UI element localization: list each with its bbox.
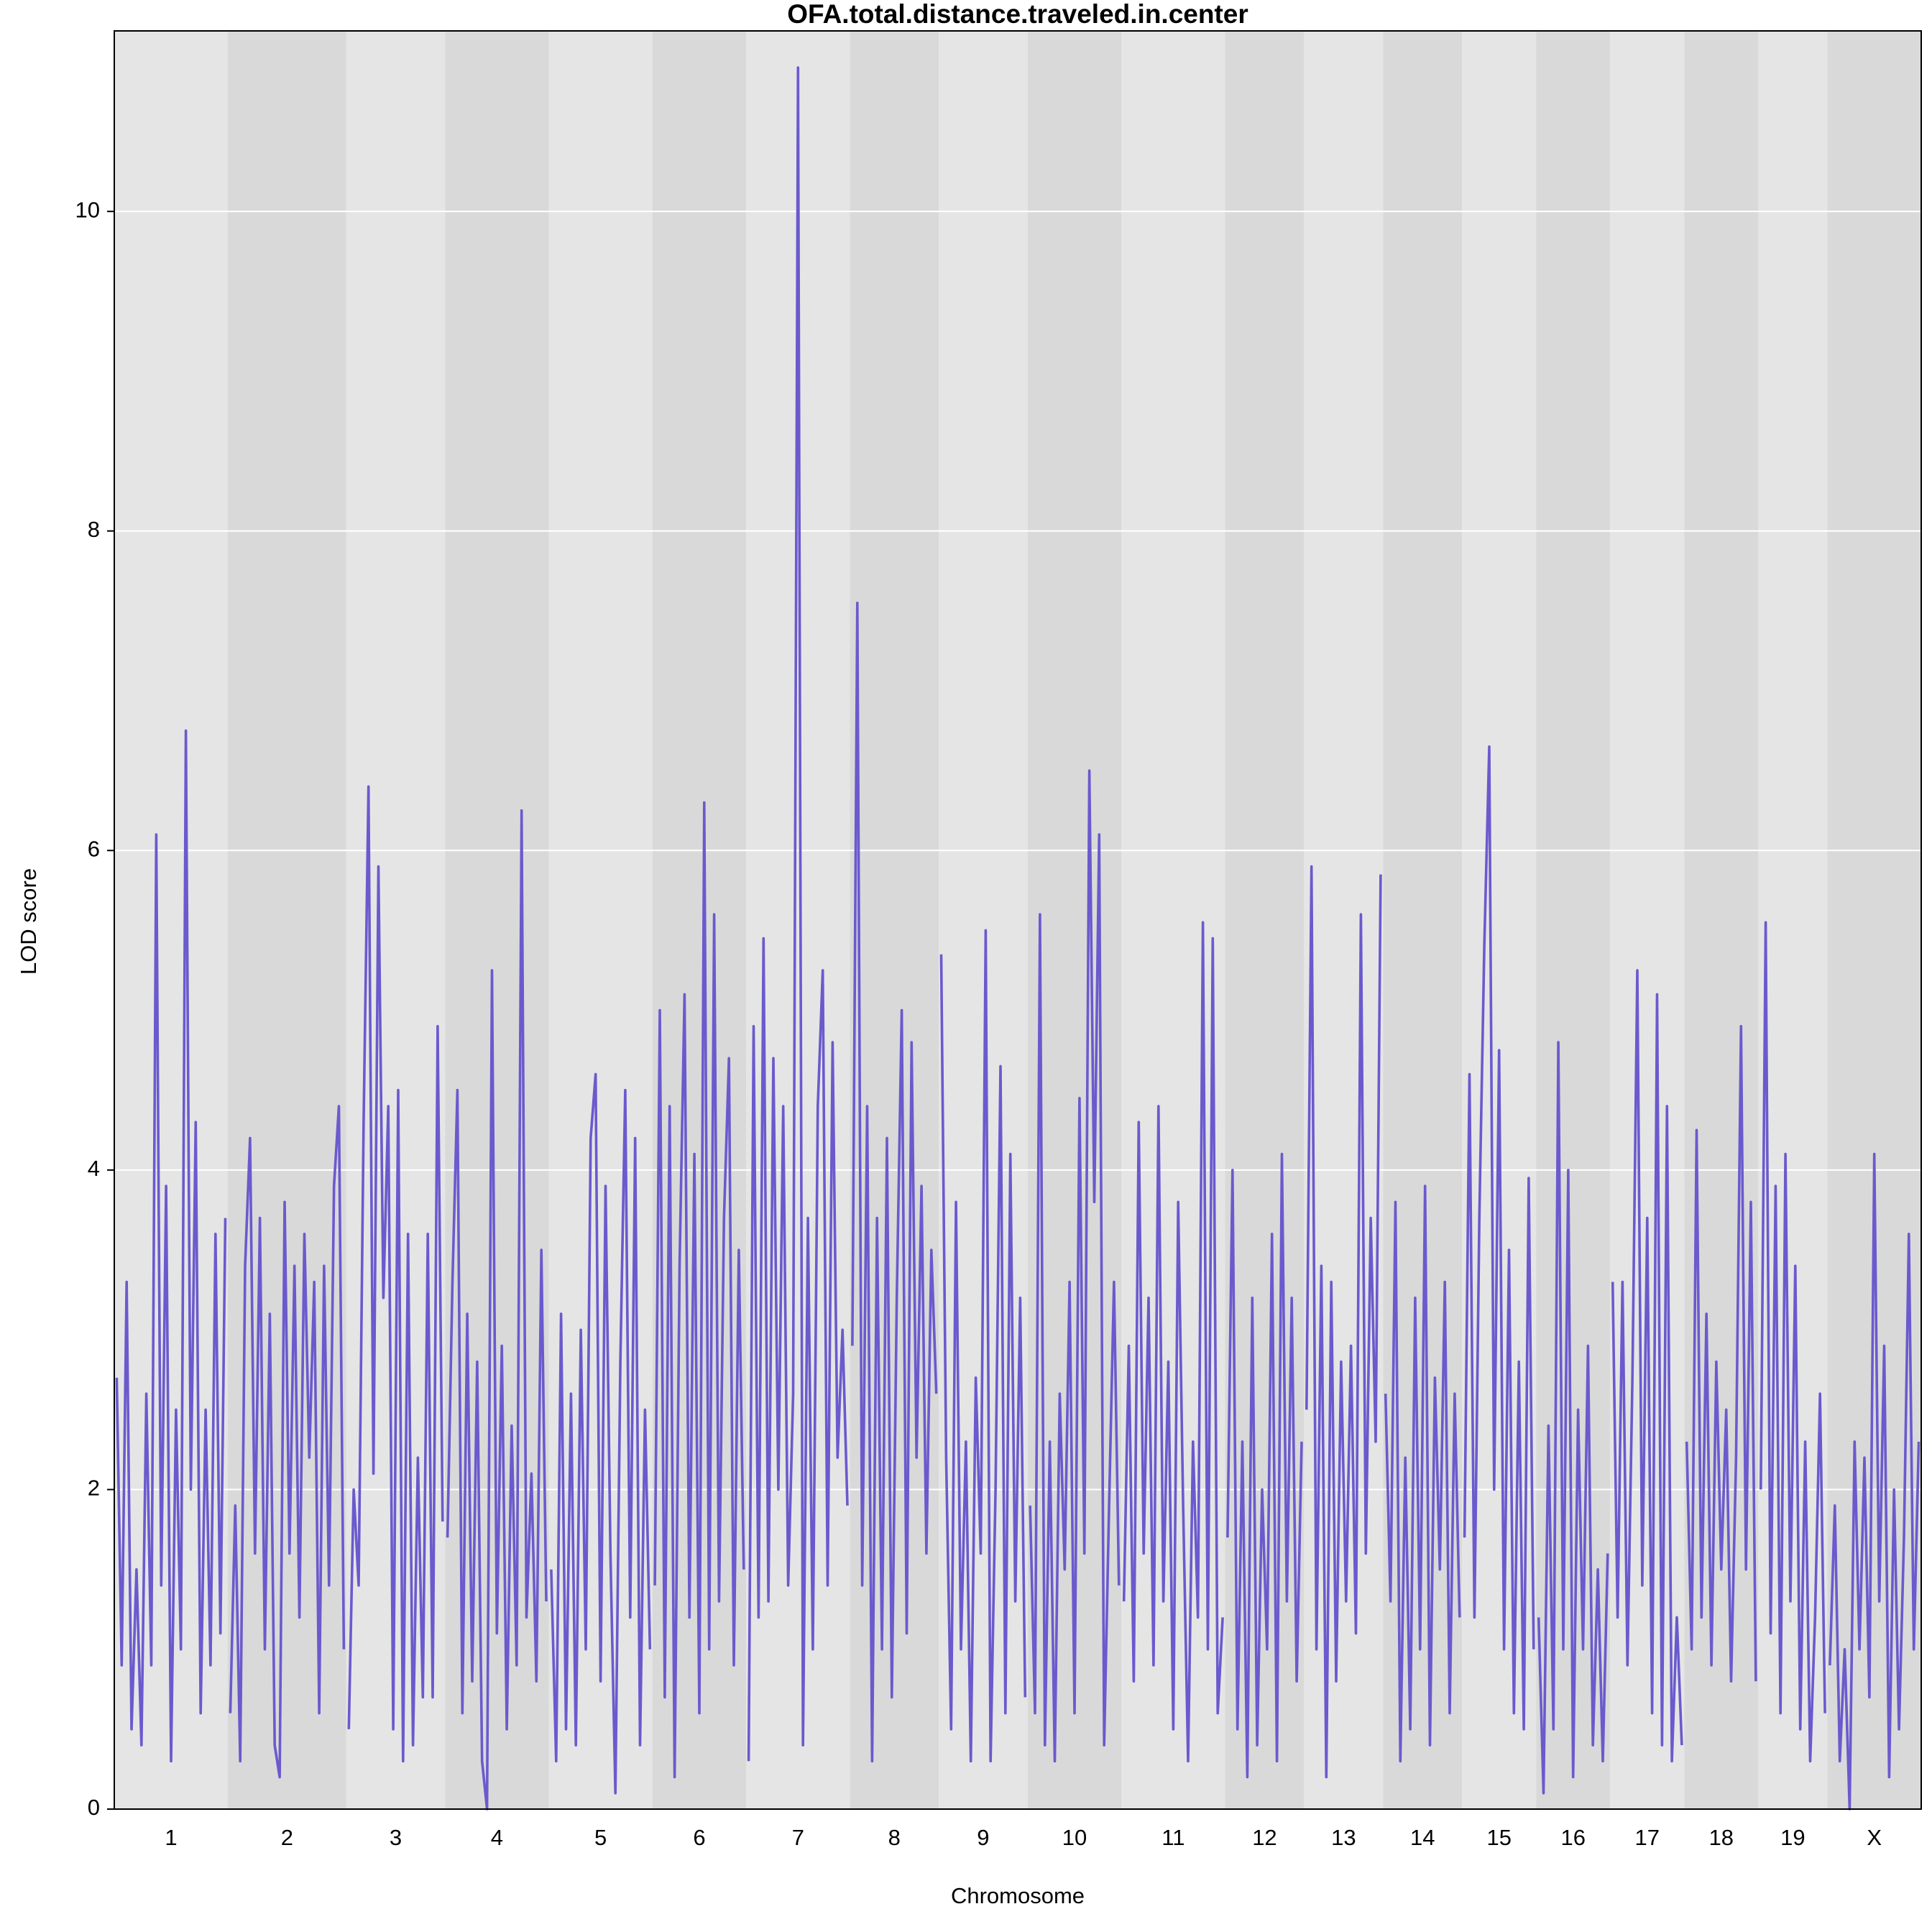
y-tick-label: 2 xyxy=(88,1476,100,1501)
lod-line xyxy=(1537,1041,1609,1795)
x-tick-label: 2 xyxy=(281,1825,293,1850)
x-tick-label: 10 xyxy=(1062,1825,1087,1850)
x-tick-label: 17 xyxy=(1635,1825,1660,1850)
lod-line xyxy=(747,66,849,1762)
x-tick-label: 14 xyxy=(1410,1825,1435,1850)
lod-line xyxy=(1685,1025,1757,1683)
chromosome-band xyxy=(548,31,653,1809)
x-axis-label: Chromosome xyxy=(951,1883,1085,1908)
lod-line xyxy=(1760,921,1826,1763)
x-tick-label: 13 xyxy=(1331,1825,1356,1850)
x-tick-label: 16 xyxy=(1561,1825,1586,1850)
lod-line xyxy=(1226,1152,1303,1779)
lod-line xyxy=(347,785,444,1763)
x-tick-label: 9 xyxy=(977,1825,989,1850)
lod-line xyxy=(115,729,227,1763)
lod-line xyxy=(1122,921,1224,1763)
y-tick-label: 8 xyxy=(88,517,100,542)
x-tick-label: 1 xyxy=(165,1825,177,1850)
x-tick-label: 8 xyxy=(888,1825,901,1850)
x-tick-label: 15 xyxy=(1486,1825,1511,1850)
chromosome-band xyxy=(114,31,228,1809)
plot-frame xyxy=(114,30,1922,1810)
chart-title: OFA.total.distance.traveled.in.center xyxy=(787,0,1248,29)
y-axis-label: LOD score xyxy=(16,868,41,975)
y-tick-label: 6 xyxy=(88,836,100,861)
chromosome-band xyxy=(1383,31,1463,1809)
x-tick-label: 4 xyxy=(491,1825,503,1850)
lod-line xyxy=(939,929,1027,1763)
x-tick-label: 19 xyxy=(1780,1825,1805,1850)
y-tick-label: 10 xyxy=(75,197,100,222)
x-tick-label: 18 xyxy=(1709,1825,1734,1850)
lod-line xyxy=(1029,769,1121,1763)
lod-line xyxy=(653,801,745,1779)
lod-line xyxy=(851,602,938,1763)
x-tick-label: 11 xyxy=(1162,1825,1184,1850)
lines xyxy=(115,66,1920,1811)
lod-line xyxy=(1384,1184,1461,1763)
chromosome-band xyxy=(227,31,346,1809)
x-tick-label: 12 xyxy=(1252,1825,1276,1850)
lod-line xyxy=(1463,745,1535,1731)
chromosome-band xyxy=(1610,31,1685,1809)
lod-line xyxy=(1828,1152,1920,1811)
y-tick-label: 0 xyxy=(88,1795,100,1820)
x-tick-label: X xyxy=(1867,1825,1882,1850)
y-tick-label: 4 xyxy=(88,1156,100,1181)
lod-line xyxy=(229,1105,346,1779)
chromosome-band xyxy=(1225,31,1305,1809)
x-tick-label: 7 xyxy=(792,1825,804,1850)
lod-line xyxy=(550,1072,652,1795)
chromosome-band xyxy=(1827,31,1921,1809)
lod-line xyxy=(1305,865,1382,1779)
lod-line xyxy=(1611,969,1683,1763)
x-tick-label: 6 xyxy=(693,1825,705,1850)
lod-line xyxy=(446,809,548,1811)
x-tick-label: 3 xyxy=(390,1825,402,1850)
x-tick-label: 5 xyxy=(594,1825,607,1850)
